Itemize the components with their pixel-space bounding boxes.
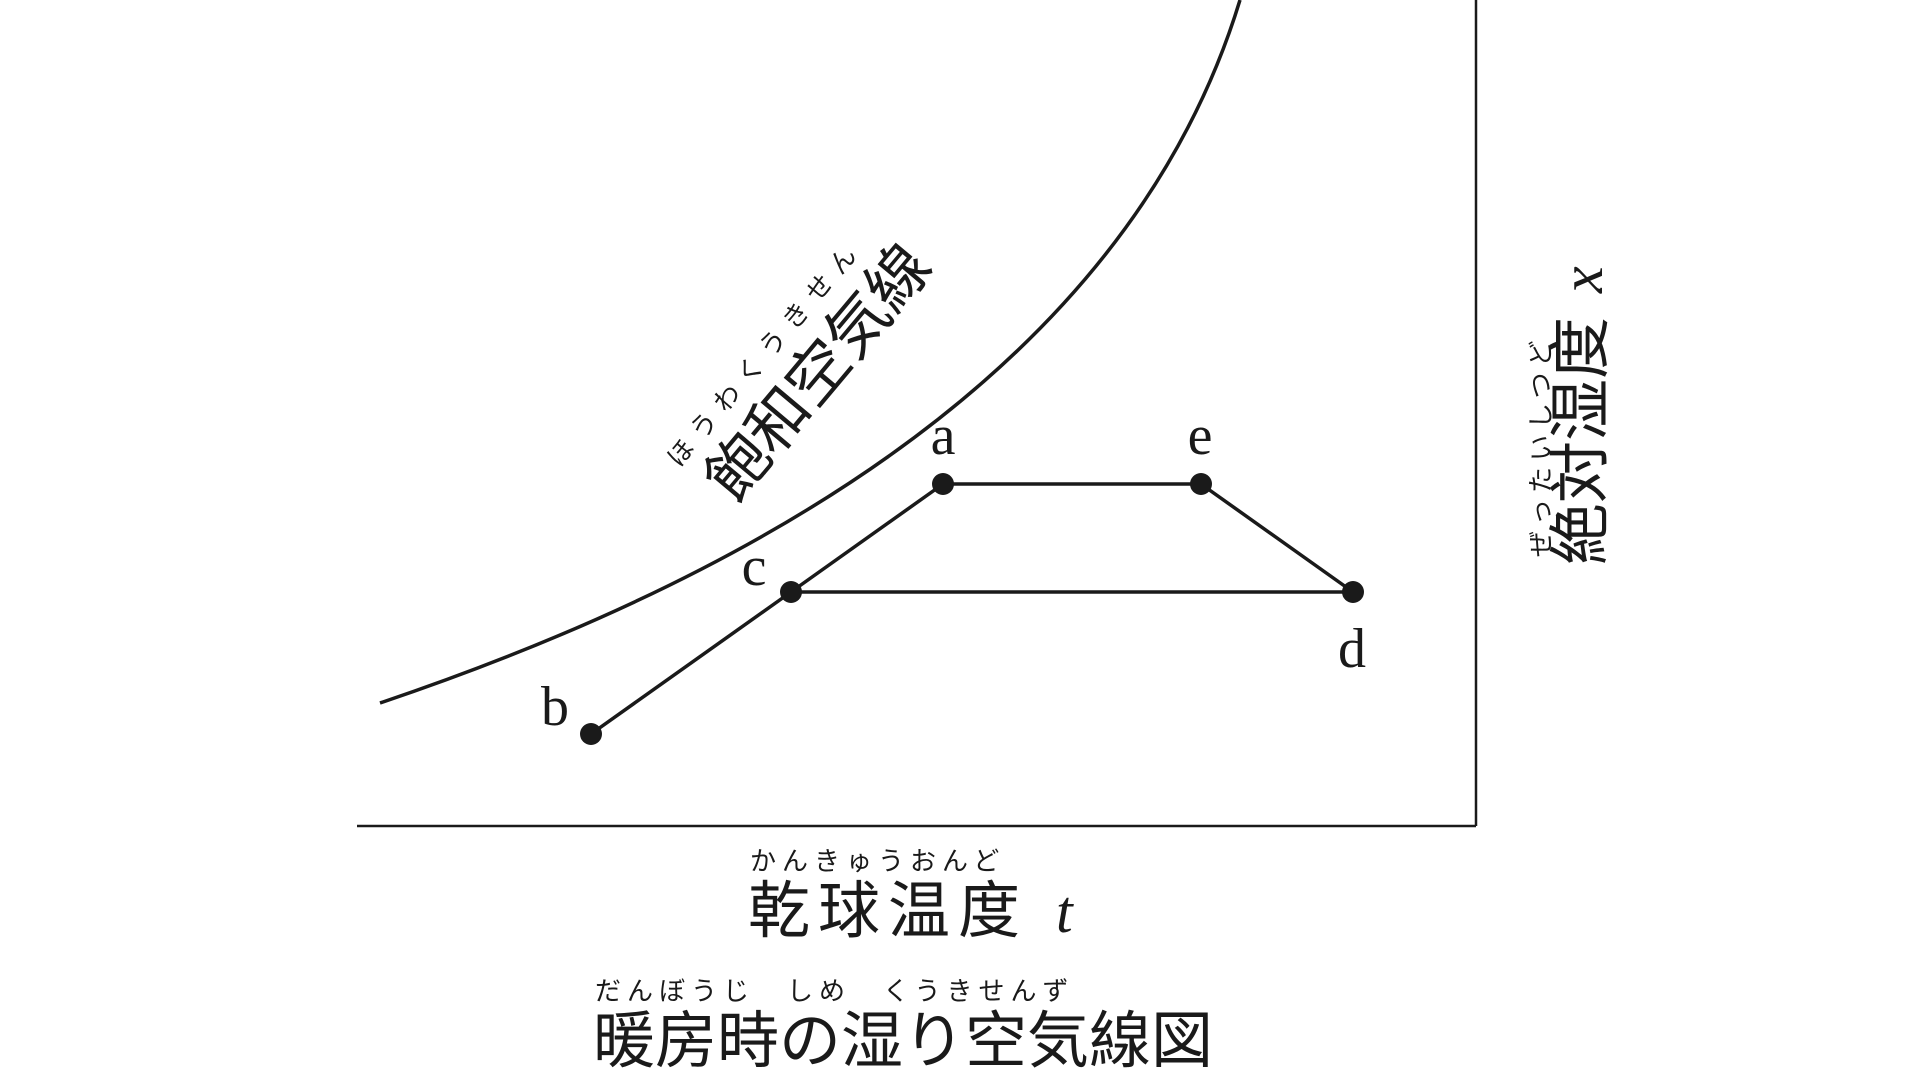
point-label-b: b (541, 676, 569, 738)
point-label-e: e (1188, 405, 1213, 467)
point-c (780, 581, 802, 603)
caption-ruby: だんぼうじ しめ くうきせんず (595, 977, 1074, 1007)
point-e (1190, 473, 1212, 495)
caption: だんぼうじ しめ くうきせんず 暖房時の湿り空気線図 (593, 977, 1213, 1077)
point-label-d: d (1338, 618, 1366, 680)
x-axis-label-text: 乾球温度 (748, 874, 1028, 947)
x-axis-label: かんきゅうおんど 乾球温度 t (748, 847, 1074, 947)
point-label-a: a (931, 405, 956, 467)
line-b-c (589, 590, 793, 736)
point-labels: a b c d e (541, 405, 1366, 738)
y-axis-label-ruby: ぜったいしつど (1527, 335, 1557, 557)
point-d (1342, 581, 1364, 603)
point-b (580, 723, 602, 745)
process-lines (589, 482, 1355, 736)
saturation-curve-label: ほうわくうきせん 飽和空気線 (662, 230, 946, 514)
y-axis-label: ぜったいしつど 絶対湿度 x (1527, 266, 1617, 565)
saturation-curve (379, 0, 1242, 705)
caption-text: 暖房時の湿り空気線図 (593, 1004, 1213, 1077)
point-label-c: c (742, 536, 767, 598)
x-axis-label-ruby: かんきゅうおんど (750, 847, 1005, 877)
x-axis-variable: t (1056, 879, 1074, 945)
line-c-a (789, 482, 945, 594)
point-a (932, 473, 954, 495)
y-axis-label-text: 絶対湿度 (1544, 317, 1617, 565)
line-e-d (1199, 482, 1355, 594)
y-axis-variable: x (1549, 266, 1615, 294)
state-points (580, 473, 1364, 745)
